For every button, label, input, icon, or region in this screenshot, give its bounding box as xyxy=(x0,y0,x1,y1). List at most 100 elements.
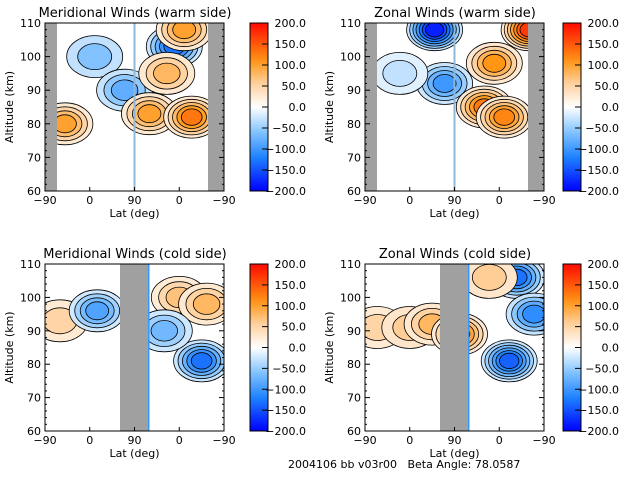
y-tick-label: 60 xyxy=(347,425,361,438)
colorbar-tick-label: −100.0 xyxy=(578,383,619,396)
y-tick-label: 70 xyxy=(27,392,41,405)
colorbar-tick-label: 100.0 xyxy=(588,300,620,313)
y-tick-label: 110 xyxy=(340,258,361,271)
colorbar-tick-label: 200.0 xyxy=(275,17,307,30)
y-tick-label: 60 xyxy=(27,185,41,198)
colorbar-tick-label: −50.0 xyxy=(272,122,306,135)
x-tick-label: −90 xyxy=(33,194,56,207)
colorbar-tick-label: 0.0 xyxy=(289,101,307,114)
y-tick-label: 100 xyxy=(340,51,361,64)
colorbar-tick-label: −200.0 xyxy=(265,185,306,198)
x-axis-label: Lat (deg) xyxy=(110,447,160,460)
contour-field xyxy=(365,23,544,191)
colorbar-tick-label: 200.0 xyxy=(275,258,307,271)
colorbar-tick-label: −100.0 xyxy=(578,143,619,156)
contour-level xyxy=(432,74,457,93)
no-data-band xyxy=(208,23,224,191)
contour-level xyxy=(382,60,418,87)
contour-level xyxy=(153,62,181,85)
no-data-band xyxy=(365,23,377,191)
colorbar: 200.0 150.0 100.0 50.0 0.0 −50.0 −100.0 −150.0 −… xyxy=(562,258,620,438)
colorbar-tick-label: −200.0 xyxy=(578,425,619,438)
x-tick-label: −90 xyxy=(353,434,376,447)
y-tick-label: 70 xyxy=(27,151,41,164)
x-tick-label: 90 xyxy=(448,194,462,207)
colorbar-tick-label: 0.0 xyxy=(602,342,620,355)
orbit-divider xyxy=(468,264,470,431)
contour-level xyxy=(499,352,520,369)
x-tick-label: 90 xyxy=(448,434,462,447)
x-tick-label: 0 xyxy=(176,434,183,447)
contour-field xyxy=(45,23,224,191)
x-tick-label: 0 xyxy=(176,194,183,207)
colorbar-tick-label: −100.0 xyxy=(265,383,306,396)
chart-title: Meridional Winds (warm side) xyxy=(39,6,232,21)
colorbar-tick-label: 100.0 xyxy=(275,59,307,72)
x-tick-label: −90 xyxy=(212,434,235,447)
y-axis-label: Altitude (km) xyxy=(3,71,16,143)
y-tick-label: 70 xyxy=(347,392,361,405)
contour-feature xyxy=(480,339,538,383)
contour-feature xyxy=(135,309,193,353)
y-tick-label: 90 xyxy=(27,84,41,97)
colorbar-tick-label: 200.0 xyxy=(588,258,620,271)
y-axis-label: Altitude (km) xyxy=(323,311,336,383)
orbit-divider xyxy=(453,23,456,191)
y-axis-label: Altitude (km) xyxy=(323,71,336,143)
chart-panel-4: 60 70 80 90 100 110 −90 0 90 0 −90 Lat (deg) Altitud… xyxy=(323,247,619,460)
contour-level xyxy=(180,108,203,126)
x-tick-label: 0 xyxy=(86,194,93,207)
colorbar-tick-label: −150.0 xyxy=(578,164,619,177)
x-tick-label: 90 xyxy=(128,194,142,207)
contour-feature xyxy=(371,52,429,95)
x-tick-label: −90 xyxy=(532,194,555,207)
contour-feature xyxy=(505,292,544,336)
contour-feature xyxy=(138,52,196,95)
colorbar-tick-label: −150.0 xyxy=(578,404,619,417)
no-data-band xyxy=(45,23,57,191)
chart-title: Zonal Winds (warm side) xyxy=(374,6,536,21)
x-tick-label: −90 xyxy=(532,434,555,447)
contour-level xyxy=(493,108,516,126)
colorbar-tick-label: 50.0 xyxy=(282,321,307,334)
y-tick-label: 70 xyxy=(347,151,361,164)
colorbar: 200.0 150.0 100.0 50.0 0.0 −50.0 −100.0 −150.0 −… xyxy=(249,258,307,438)
contour-feature xyxy=(163,95,221,139)
colorbar-tick-label: 200.0 xyxy=(588,17,620,30)
contour-level xyxy=(137,104,162,124)
contour-feature xyxy=(173,339,224,383)
x-tick-label: −90 xyxy=(212,194,235,207)
x-tick-label: 0 xyxy=(406,434,413,447)
contour-feature xyxy=(406,23,463,52)
x-tick-label: −90 xyxy=(33,434,56,447)
contour-feature xyxy=(155,23,213,52)
y-tick-label: 80 xyxy=(347,358,361,371)
colorbar-tick-label: 0.0 xyxy=(602,101,620,114)
y-tick-label: 80 xyxy=(347,118,361,131)
no-data-band xyxy=(120,264,149,431)
y-tick-label: 110 xyxy=(20,258,41,271)
contour-feature xyxy=(68,289,126,333)
x-tick-label: −90 xyxy=(353,194,376,207)
chart-title: Meridional Winds (cold side) xyxy=(43,247,226,262)
contour-feature xyxy=(66,35,124,78)
y-tick-label: 100 xyxy=(20,51,41,64)
contour-level xyxy=(522,304,544,324)
contour-level xyxy=(192,293,221,315)
no-data-band xyxy=(440,264,469,431)
contour-level xyxy=(471,264,507,291)
no-data-band xyxy=(528,23,544,191)
colorbar-tick-label: 150.0 xyxy=(588,38,620,51)
contour-feature xyxy=(178,282,224,326)
chart-panel-3: 60 70 80 90 100 110 −90 0 90 0 −90 Lat (deg) Altitud… xyxy=(3,247,306,460)
contour-field xyxy=(365,264,544,431)
orbit-divider xyxy=(148,264,150,431)
colorbar-tick-label: 100.0 xyxy=(275,300,307,313)
contour-feature xyxy=(475,95,533,139)
contour-level xyxy=(425,23,445,38)
colorbar-tick-label: −50.0 xyxy=(585,362,619,375)
colorbar-tick-label: −150.0 xyxy=(265,404,306,417)
colorbar-tick-label: 150.0 xyxy=(275,38,307,51)
x-tick-label: 0 xyxy=(86,434,93,447)
